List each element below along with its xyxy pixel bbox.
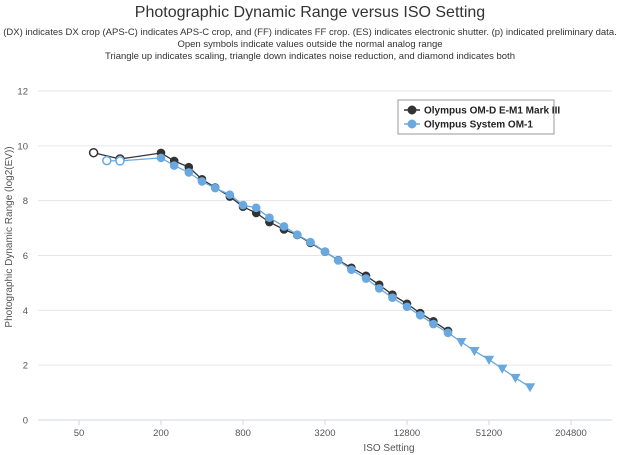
x-tick-label: 800: [235, 428, 251, 439]
data-point: [279, 222, 289, 231]
legend-marker-0: [407, 105, 417, 115]
data-point: [333, 256, 343, 265]
data-point: [265, 213, 274, 222]
data-point-triangle-down: [469, 347, 480, 357]
y-tick-label: 0: [23, 416, 28, 427]
subtitle-line-1: (DX) indicates DX crop (APS-C) indicates…: [3, 27, 617, 38]
y-tick-label: 6: [23, 251, 28, 262]
y-tick-label: 2: [23, 361, 28, 372]
x-tick-label: 50: [74, 428, 85, 439]
data-point: [251, 203, 261, 213]
data-point-open: [88, 147, 99, 158]
y-tick-label: 8: [23, 196, 28, 207]
x-axis-title: ISO Setting: [363, 443, 414, 454]
data-point: [225, 190, 235, 199]
data-point: [210, 183, 220, 193]
y-tick-label: 10: [17, 141, 28, 152]
x-axis: 50 200 800 3200 12800 51200 204800: [38, 419, 612, 439]
data-point: [443, 328, 453, 338]
data-point: [415, 310, 425, 320]
legend-item-1[interactable]: Olympus System OM-1: [404, 119, 533, 131]
data-point-triangle-down: [483, 355, 495, 365]
data-point: [388, 293, 397, 303]
y-tick-label: 12: [17, 87, 28, 98]
data-point-triangle-down: [510, 373, 521, 383]
legend-box: [397, 99, 555, 135]
legend-marker-1: [407, 119, 417, 129]
series-0: [88, 147, 453, 336]
subtitle-line-2: Open symbols indicate values outside the…: [177, 39, 443, 50]
data-point-triangle-down: [524, 383, 536, 393]
x-tick-label: 204800: [555, 428, 587, 439]
data-point: [361, 274, 371, 283]
series-1: [102, 153, 536, 393]
data-point: [320, 247, 330, 256]
x-tick-label: 12800: [394, 428, 420, 439]
data-point-open: [115, 156, 125, 166]
data-point: [197, 177, 207, 186]
series-line-0: [93, 152, 449, 332]
x-tick-label: 200: [153, 428, 169, 439]
legend-label-1: Olympus System OM-1: [424, 120, 533, 131]
data-point: [306, 237, 315, 247]
y-axis: 0 2 4 6 8 10 12: [17, 87, 28, 427]
y-tick-label: 4: [23, 306, 28, 317]
data-point: [238, 200, 248, 210]
data-point: [347, 265, 356, 275]
legend-item-0[interactable]: Olympus OM-D E-M1 Mark III: [404, 105, 560, 117]
x-tick-label: 3200: [314, 428, 335, 439]
data-point: [429, 319, 438, 329]
data-point-triangle-down: [497, 364, 508, 374]
subtitle-line-3: Triangle up indicates scaling, triangle …: [105, 51, 515, 62]
data-point: [156, 153, 166, 163]
data-point-open: [102, 155, 112, 166]
data-point: [184, 168, 194, 177]
series-line-1: [106, 157, 531, 388]
data-point-triangle-down: [456, 338, 467, 348]
series-layer: [88, 147, 536, 393]
chart-title: Photographic Dynamic Range versus ISO Se…: [134, 4, 486, 21]
data-point: [374, 284, 384, 293]
y-axis-title: Photographic Dynamic Range (log2(EV)): [4, 146, 15, 327]
data-point: [292, 230, 302, 239]
data-point: [402, 302, 412, 312]
x-tick-label: 51200: [476, 428, 502, 439]
legend[interactable]: Olympus OM-D E-M1 Mark III Olympus Syste…: [397, 99, 560, 135]
data-point: [169, 161, 179, 170]
legend-label-0: Olympus OM-D E-M1 Mark III: [424, 106, 560, 117]
